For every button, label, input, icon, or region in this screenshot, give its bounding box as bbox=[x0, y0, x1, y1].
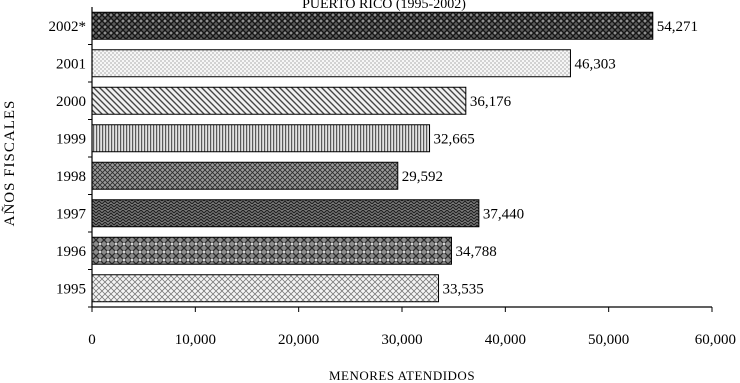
category-label-2000: 2000 bbox=[56, 94, 86, 110]
bar-1999 bbox=[91, 124, 431, 153]
x-tick-label: 20,000 bbox=[278, 332, 319, 348]
data-label-1998: 29,592 bbox=[402, 169, 443, 185]
data-label-1995: 33,535 bbox=[443, 281, 484, 297]
chart-title: PUERTO RICO (1995-2002) bbox=[302, 0, 466, 12]
data-label-2000: 36,176 bbox=[470, 94, 512, 110]
category-label-1995: 1995 bbox=[56, 281, 86, 297]
bar-2002 bbox=[91, 11, 654, 40]
bar-2001 bbox=[91, 49, 571, 78]
data-label-2002: 54,271 bbox=[657, 19, 698, 35]
data-label-1997: 37,440 bbox=[483, 206, 524, 222]
category-label-1997: 1997 bbox=[56, 206, 87, 222]
x-tick-label: 50,000 bbox=[588, 332, 629, 348]
y-axis-label: AÑOS FISCALES bbox=[2, 100, 18, 227]
data-label-1999: 32,665 bbox=[434, 131, 475, 147]
bar-1995 bbox=[91, 274, 440, 303]
data-label-1996: 34,788 bbox=[455, 244, 496, 260]
data-label-2001: 46,303 bbox=[574, 56, 615, 72]
category-label-1999: 1999 bbox=[56, 131, 86, 147]
bars-group: 33,535 34,788 37,440 29,592 32,665 36,176 46,3… bbox=[91, 11, 698, 303]
x-tick-label: 10,000 bbox=[175, 332, 216, 348]
x-tick-label: 0 bbox=[88, 332, 96, 348]
x-tick-label: 60,000 bbox=[695, 332, 736, 348]
bar-2000 bbox=[91, 86, 467, 115]
x-tick-label: 40,000 bbox=[485, 332, 526, 348]
x-ticks-group: 0 10,000 20,000 30,000 40,000 50,000 60,000 bbox=[88, 307, 736, 348]
x-tick-label: 30,000 bbox=[381, 332, 422, 348]
category-label-2002: 2002* bbox=[49, 19, 87, 35]
bar-1997 bbox=[91, 199, 480, 228]
category-label-1996: 1996 bbox=[56, 244, 87, 260]
category-label-1998: 1998 bbox=[56, 169, 86, 185]
category-labels-group: 1995 1996 1997 1998 1999 2000 2001 2002* bbox=[49, 19, 92, 308]
bar-1998 bbox=[91, 161, 399, 190]
x-axis-label: MENORES ATENDIDOS bbox=[329, 368, 475, 383]
category-label-2001: 2001 bbox=[56, 56, 86, 72]
bar-1996 bbox=[91, 236, 452, 265]
